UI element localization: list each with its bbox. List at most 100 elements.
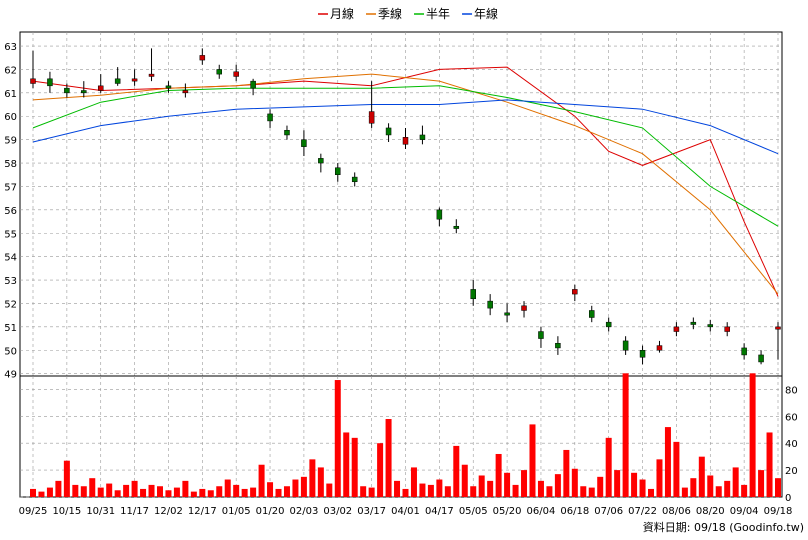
volume-bar-58 (521, 470, 528, 497)
volume-bar-44 (402, 488, 409, 497)
candle-body-26 (470, 289, 476, 300)
price-tick-62: 62 (4, 65, 17, 76)
volume-bar-71 (631, 472, 638, 497)
candle-body-17 (318, 158, 324, 164)
candlesticks (30, 48, 781, 365)
volume-bar-8 (97, 487, 104, 497)
candle-body-7 (148, 73, 155, 77)
volume-bar-86 (758, 470, 765, 497)
x-tick-7: 01/20 (256, 506, 285, 517)
price-tick-59: 59 (4, 136, 17, 147)
volume-bar-63 (563, 449, 570, 497)
volume-bar-65 (580, 486, 587, 497)
volume-panel: 0 20 40 60 80 (19, 373, 798, 504)
volume-bar-29 (275, 488, 282, 497)
candle-body-38 (673, 326, 680, 332)
volume-bar-74 (656, 459, 663, 497)
volume-tick-20: 20 (785, 466, 798, 477)
x-tick-1: 10/15 (52, 506, 81, 517)
price-tick-53: 53 (4, 276, 17, 287)
candle-body-36 (639, 350, 646, 358)
price-tick-55: 55 (4, 229, 17, 240)
x-tick-5: 12/17 (188, 506, 217, 517)
volume-bar-67 (597, 476, 604, 497)
volume-bar-12 (131, 480, 138, 497)
price-tick-61: 61 (4, 89, 17, 100)
volume-bar-78 (690, 478, 697, 497)
volume-bar-38 (351, 437, 358, 497)
candle-body-11 (216, 69, 222, 75)
candle-body-30 (538, 331, 544, 339)
volume-bar-27 (258, 464, 265, 497)
x-tick-15: 06/04 (527, 506, 556, 517)
volume-bar-15 (156, 486, 163, 497)
price-y-axis: 49 50 51 52 53 54 55 56 57 58 59 60 61 62 63 (4, 42, 17, 381)
candle-body-31 (555, 342, 561, 349)
x-tick-2: 10/31 (86, 506, 115, 517)
candle-body-32 (572, 289, 578, 295)
volume-bar-82 (724, 480, 731, 497)
candle-body-12 (233, 71, 239, 77)
x-tick-22: 09/18 (764, 506, 793, 517)
x-tick-13: 05/05 (459, 506, 488, 517)
legend: 月線 季線 半年 年線 (318, 6, 498, 21)
price-tick-58: 58 (4, 159, 17, 170)
volume-bar-51 (461, 464, 468, 497)
ma-line-3 (32, 99, 779, 155)
volume-tick-0: 0 (785, 493, 791, 504)
volume-bars (30, 373, 781, 497)
candle-body-37 (656, 345, 663, 351)
price-tick-49: 49 (4, 370, 17, 381)
candle-body-9 (182, 90, 189, 94)
volume-bar-10 (114, 490, 121, 497)
volume-bar-54 (487, 480, 494, 497)
price-tick-60: 60 (4, 112, 17, 123)
price-tick-54: 54 (4, 253, 17, 264)
volume-bar-59 (529, 424, 536, 497)
volume-bar-36 (334, 380, 341, 497)
x-tick-19: 08/06 (662, 506, 691, 517)
candle-body-41 (724, 326, 730, 332)
candle-body-29 (521, 305, 527, 311)
legend-label-3: 年線 (474, 6, 498, 21)
volume-tick-60: 60 (785, 412, 798, 423)
ma-line-2 (32, 85, 779, 227)
candle-body-27 (487, 300, 493, 309)
x-tick-12: 04/17 (425, 506, 454, 517)
volume-bar-49 (444, 486, 451, 497)
volume-bar-84 (741, 484, 748, 497)
candle-body-18 (335, 167, 341, 175)
candle-body-42 (741, 347, 747, 356)
volume-bar-76 (673, 441, 680, 497)
candle-body-34 (605, 321, 612, 328)
volume-bar-79 (698, 456, 705, 497)
candle-body-21 (385, 127, 392, 136)
volume-bar-25 (241, 488, 248, 497)
x-tick-4: 12/02 (154, 506, 183, 517)
volume-bar-83 (732, 467, 739, 497)
x-tick-18: 07/22 (628, 506, 657, 517)
price-grid (20, 32, 782, 376)
volume-bar-26 (250, 487, 257, 497)
moving-average-lines (32, 66, 779, 297)
candle-body-15 (284, 130, 290, 136)
volume-bar-61 (546, 486, 553, 497)
volume-bar-0 (30, 488, 36, 497)
volume-bar-20 (199, 488, 206, 497)
volume-bar-48 (436, 479, 443, 497)
volume-bar-87 (766, 432, 773, 497)
volume-bar-57 (512, 484, 519, 497)
volume-bar-40 (368, 487, 375, 497)
volume-bar-21 (207, 490, 214, 497)
volume-tick-40: 40 (785, 439, 798, 450)
legend-label-1: 季線 (378, 6, 402, 21)
volume-bar-39 (360, 486, 367, 497)
volume-bar-50 (453, 445, 460, 497)
volume-bar-43 (394, 480, 401, 497)
legend-label-0: 月線 (330, 6, 354, 21)
volume-bar-32 (300, 476, 307, 497)
volume-bar-18 (182, 480, 189, 497)
candle-body-13 (250, 80, 256, 89)
